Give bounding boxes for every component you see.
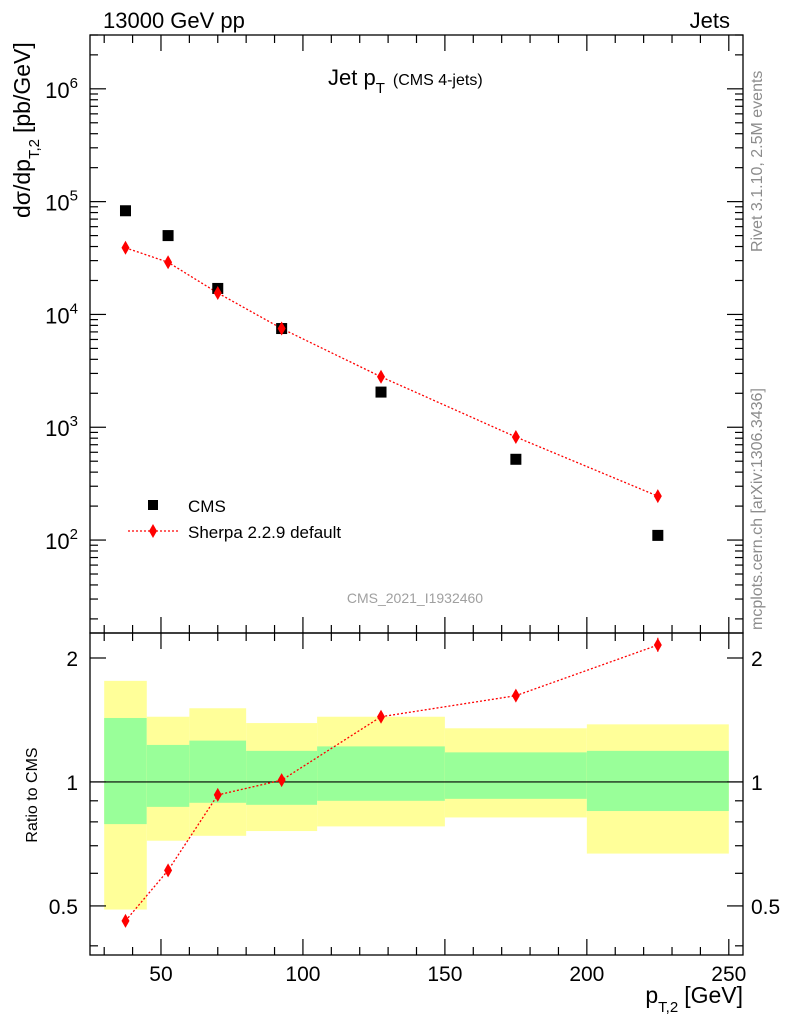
- plot-title-subscript: T: [376, 80, 385, 97]
- sherpa-prediction-point: [213, 285, 222, 300]
- inner-uncertainty-band: [146, 744, 190, 807]
- upper-y-axis-label-main: dσ/dp: [9, 159, 35, 218]
- x-tick-label: 150: [427, 963, 462, 986]
- x-axis-label: pT,2 [GeV]: [645, 982, 743, 1016]
- sherpa-prediction-point: [277, 321, 286, 336]
- upper-y-ticks: 102 103 104 105 106: [45, 34, 743, 620]
- upper-frame: [89, 34, 744, 634]
- mcplots-label: mcplots.cern.ch [arXiv:1306.3436]: [749, 388, 766, 630]
- header-right-label: Jets: [690, 8, 730, 33]
- sherpa-ratio-point: [277, 773, 286, 788]
- inner-uncertainty-band: [586, 750, 729, 812]
- sherpa-prediction-point: [121, 240, 130, 255]
- legend-cms-marker: [148, 500, 158, 510]
- sherpa-ratio-point: [653, 638, 662, 653]
- cms-data-point: [652, 529, 664, 541]
- inner-uncertainty-band: [444, 752, 587, 799]
- analysis-id-label: CMS_2021_I1932460: [347, 590, 483, 606]
- lower-y-tick-label-left: 1: [66, 772, 78, 795]
- sherpa-ratio-point: [164, 863, 173, 878]
- upper-y-tick-label: 105: [45, 188, 78, 216]
- legend-sherpa-marker: [149, 524, 157, 538]
- upper-plot-area: [119, 205, 664, 541]
- x-tick-label: 200: [569, 963, 604, 986]
- sherpa-prediction-point: [511, 429, 520, 444]
- x-tick-label: 50: [149, 963, 172, 986]
- legend-cms-label: CMS: [188, 497, 226, 516]
- sherpa-ratio-point: [213, 787, 222, 802]
- lower-y-ticks: 0.5 0.5 1 1 2 2: [49, 648, 780, 947]
- x-axis-label-main: p: [645, 982, 658, 1008]
- inner-uncertainty-band: [317, 746, 445, 801]
- legend-sherpa-label: Sherpa 2.2.9 default: [188, 523, 341, 542]
- sherpa-ratio-point: [377, 709, 386, 724]
- lower-y-tick-label-left: 2: [66, 648, 78, 671]
- plot-title: Jet pT (CMS 4-jets): [328, 65, 483, 97]
- sherpa-ratio-point: [511, 688, 520, 703]
- lower-y-tick-label-left: 0.5: [49, 896, 78, 919]
- upper-y-axis-label-subscript: T,2: [26, 139, 43, 159]
- x-axis-label-subscript: T,2: [658, 999, 678, 1016]
- sherpa-prediction-line: [125, 247, 659, 497]
- header-left-label: 13000 GeV pp: [103, 8, 245, 33]
- plot-title-extra: (CMS 4-jets): [393, 72, 483, 89]
- lower-y-axis-label: Ratio to CMS: [24, 747, 41, 842]
- upper-y-tick-label: 104: [45, 300, 78, 328]
- sherpa-prediction-point: [377, 369, 386, 384]
- upper-y-tick-label: 102: [45, 526, 78, 554]
- rivet-version-label: Rivet 3.1.10, 2.5M events: [749, 71, 766, 252]
- cms-data-point: [375, 386, 387, 398]
- upper-y-axis-label: dσ/dpT,2 [pb/GeV]: [9, 42, 43, 218]
- lower-y-tick-label-right: 1: [751, 772, 763, 795]
- sherpa-prediction-point: [164, 255, 173, 270]
- lower-y-tick-label-right: 2: [751, 648, 763, 671]
- sherpa-prediction-point: [653, 489, 662, 504]
- uncertainty-bands: [104, 680, 729, 910]
- cms-data-point: [510, 453, 522, 465]
- upper-y-tick-label: 106: [45, 75, 78, 103]
- plot-title-main: Jet p: [328, 65, 376, 90]
- x-tick-label: 100: [285, 963, 320, 986]
- cms-data-point: [162, 230, 174, 242]
- lower-x-ticks: 50 100 150 200 250: [103, 633, 746, 986]
- legend: CMS Sherpa 2.2.9 default: [128, 497, 341, 542]
- upper-y-tick-label: 103: [45, 413, 78, 441]
- upper-x-ticks: [103, 35, 730, 633]
- x-tick-label: 250: [711, 963, 746, 986]
- lower-y-tick-label-right: 0.5: [751, 896, 780, 919]
- lower-plot-area: [121, 637, 662, 928]
- sherpa-ratio-point: [121, 913, 130, 928]
- inner-uncertainty-band: [104, 717, 147, 825]
- x-axis-label-unit: [GeV]: [684, 982, 743, 1008]
- cms-data-point: [119, 205, 131, 217]
- upper-panel: 102 103 104 105 106 Jet pT (CMS 4-jets) dσ/dp…: [9, 34, 744, 634]
- upper-y-axis-label-unit: [pb/GeV]: [9, 42, 35, 133]
- lower-panel: 0.5 0.5 1 1 2 2 50 100 150 200 250 Ratio to CMS p…: [24, 632, 780, 1016]
